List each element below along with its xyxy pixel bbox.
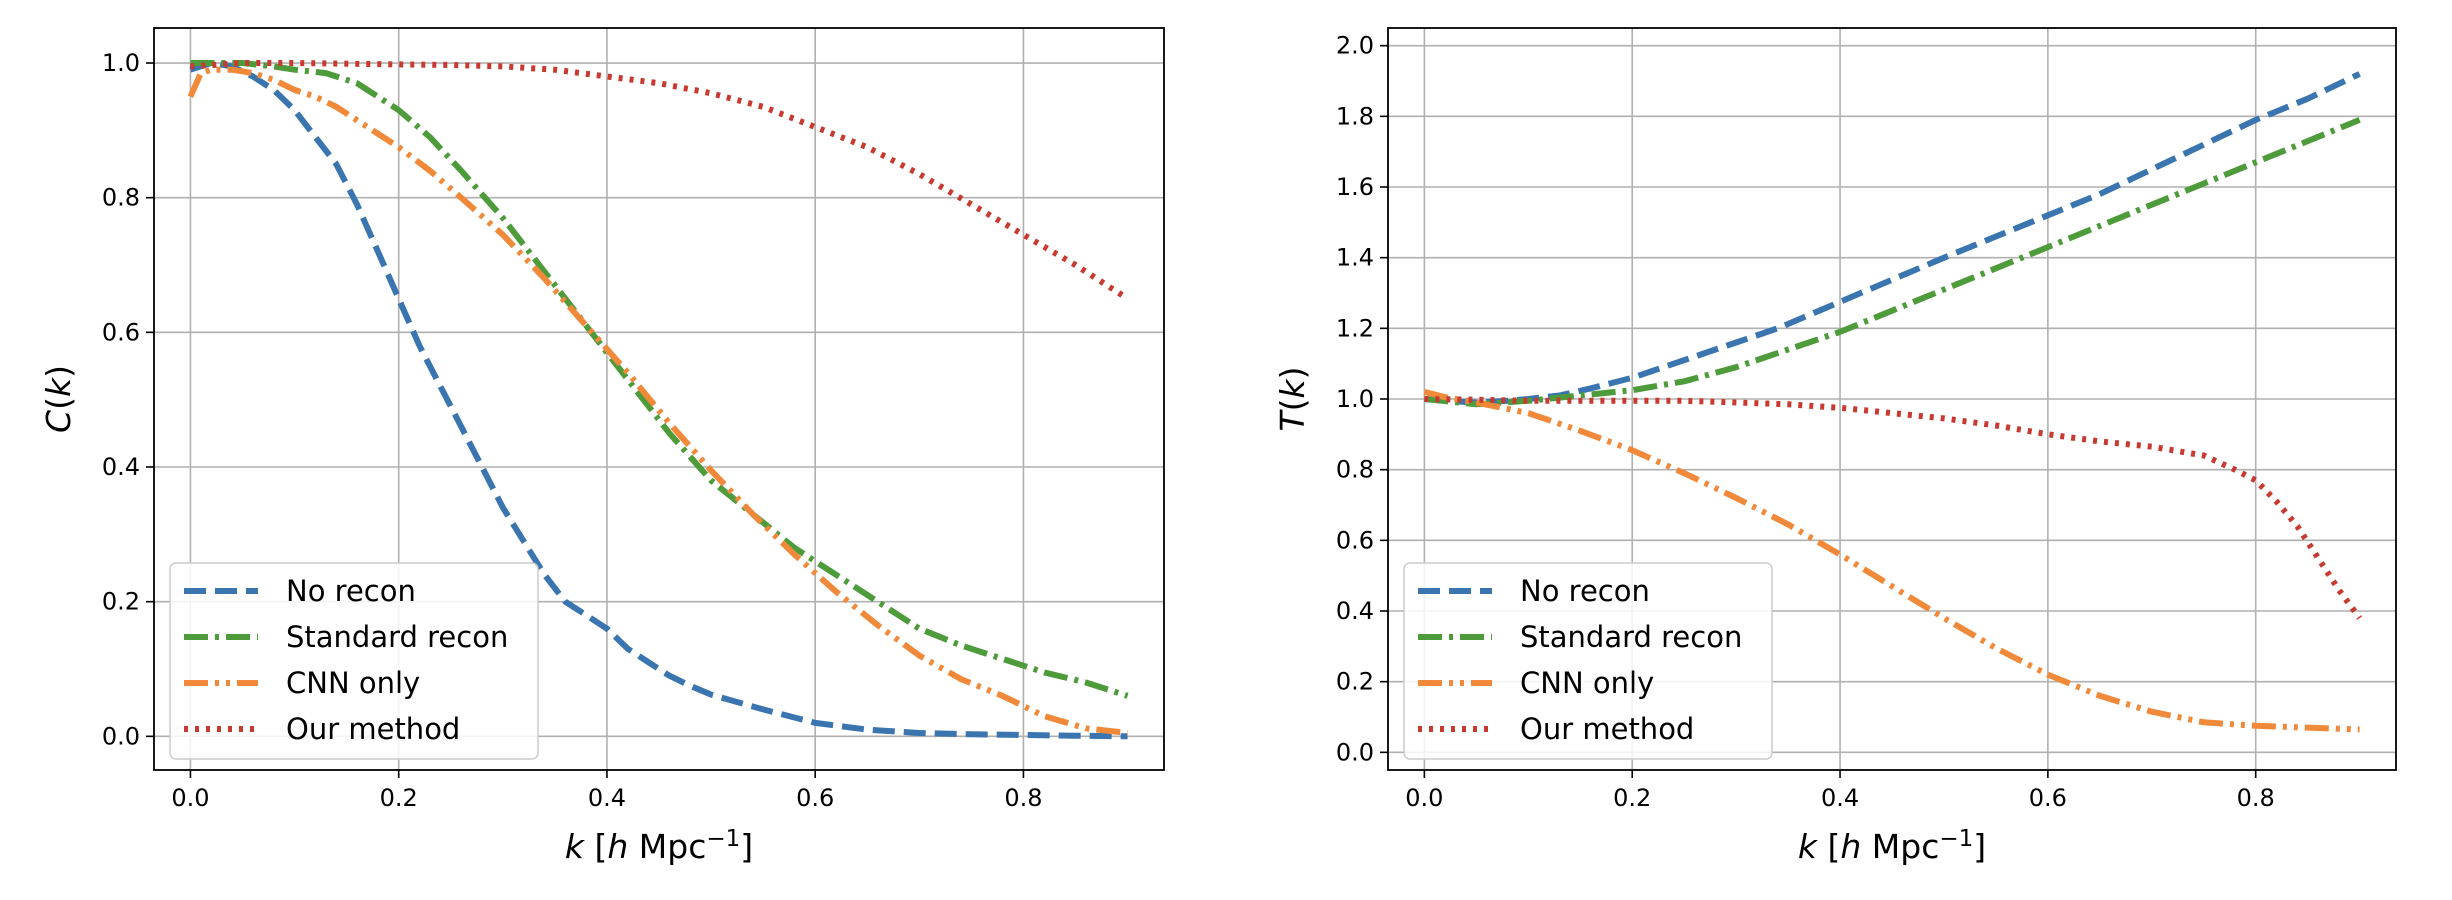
legend-label: No recon bbox=[286, 574, 416, 608]
y-axis-label-close: ) bbox=[1273, 366, 1312, 379]
y-tick-label: 0.8 bbox=[102, 184, 140, 212]
series-line-cnn-only bbox=[1423, 388, 2360, 733]
y-tick-label: 0.4 bbox=[1336, 597, 1374, 625]
y-tick-label: 0.0 bbox=[102, 722, 140, 750]
y-tick-label: 1.2 bbox=[1336, 314, 1374, 342]
y-axis-label-f: T bbox=[1273, 409, 1312, 432]
legend-item: CNN only bbox=[184, 666, 420, 700]
series-line-our-method bbox=[190, 60, 1130, 302]
chart-panel-right: 0.0 0.2 0.4 0.6 0.8 0.0 0.2 0.4 0.6 0.8 1.0 1.2 1.4 1… bbox=[1273, 27, 2397, 866]
x-axis-ticks: 0.0 0.2 0.4 0.6 0.8 bbox=[1405, 770, 2275, 812]
legend: No recon Standard recon CNN only Our method bbox=[169, 562, 539, 760]
y-tick-label: 0.6 bbox=[1336, 526, 1374, 554]
legend: No recon Standard recon CNN only Our method bbox=[1403, 562, 1773, 760]
legend-item: CNN only bbox=[1418, 666, 1654, 700]
legend-label: CNN only bbox=[286, 666, 420, 700]
y-tick-label: 1.0 bbox=[102, 49, 140, 77]
y-tick-label: 0.6 bbox=[102, 318, 140, 346]
legend-label: Our method bbox=[286, 712, 460, 746]
series-lines bbox=[187, 60, 1130, 740]
y-tick-label: 0.2 bbox=[1336, 668, 1374, 696]
legend-item: Standard recon bbox=[1418, 620, 1742, 654]
x-axis-ticks: 0.0 0.2 0.4 0.6 0.8 bbox=[171, 770, 1043, 812]
series-line-standard-recon bbox=[1424, 117, 2361, 408]
series-lines bbox=[1423, 71, 2363, 733]
x-axis-label-close: ] bbox=[1973, 827, 1986, 866]
series-line-no-recon bbox=[1424, 71, 2361, 406]
axes-frame bbox=[153, 27, 1165, 771]
x-axis-label-h: h bbox=[607, 827, 628, 866]
x-axis-label-unit: Mpc bbox=[628, 827, 706, 866]
x-axis-label-exponent: −1 bbox=[1939, 826, 1973, 852]
y-tick-label: 1.4 bbox=[1336, 244, 1374, 272]
legend-item: Our method bbox=[184, 712, 460, 746]
x-tick-label: 0.8 bbox=[1004, 784, 1042, 812]
x-axis-label-var: k bbox=[565, 827, 586, 866]
series-line-no-recon bbox=[189, 60, 1128, 740]
legend-label: Standard recon bbox=[1520, 620, 1742, 654]
y-axis-ticks: 0.0 0.2 0.4 0.6 0.8 1.0 bbox=[102, 49, 154, 750]
x-axis-label-var: k bbox=[1798, 827, 1819, 866]
x-tick-label: 0.4 bbox=[588, 784, 626, 812]
y-tick-label: 2.0 bbox=[1336, 32, 1374, 60]
legend-item: Standard recon bbox=[184, 620, 508, 654]
y-axis-label-f: C bbox=[39, 410, 78, 433]
legend-box bbox=[1403, 562, 1773, 760]
x-axis-label-open: [ bbox=[584, 827, 607, 866]
x-tick-label: 0.8 bbox=[2237, 784, 2275, 812]
x-axis-label-open: [ bbox=[1817, 827, 1840, 866]
legend-item: No recon bbox=[184, 574, 416, 608]
y-axis-label-open: ( bbox=[39, 397, 78, 410]
legend-box bbox=[169, 562, 539, 760]
x-axis-label-close: ] bbox=[740, 827, 753, 866]
y-axis-label-var: k bbox=[1273, 377, 1312, 398]
legend-label: Standard recon bbox=[286, 620, 508, 654]
y-tick-label: 1.6 bbox=[1336, 173, 1374, 201]
x-axis-label-exponent: −1 bbox=[706, 826, 740, 852]
legend-item: No recon bbox=[1418, 574, 1650, 608]
legend-item: Our method bbox=[1418, 712, 1694, 746]
y-tick-label: 1.0 bbox=[1336, 385, 1374, 413]
x-tick-label: 0.4 bbox=[1821, 784, 1859, 812]
x-axis-label-h: h bbox=[1840, 827, 1861, 866]
legend-label: CNN only bbox=[1520, 666, 1654, 700]
y-axis-ticks: 0.0 0.2 0.4 0.6 0.8 1.0 1.2 1.4 1.6 1.8 2.0 bbox=[1336, 32, 1388, 766]
y-axis-label: C(k) bbox=[39, 365, 78, 433]
x-axis-label: k [h Mpc−1] bbox=[565, 826, 753, 866]
legend-label: No recon bbox=[1520, 574, 1650, 608]
series-line-standard-recon bbox=[190, 60, 1129, 699]
legend-label: Our method bbox=[1520, 712, 1694, 746]
y-axis-label-close: ) bbox=[39, 365, 78, 378]
x-tick-label: 0.2 bbox=[1613, 784, 1651, 812]
y-axis-label-var: k bbox=[39, 376, 78, 397]
series-line-cnn-only bbox=[187, 66, 1128, 736]
y-tick-label: 0.8 bbox=[1336, 456, 1374, 484]
y-axis-label: T(k) bbox=[1273, 366, 1312, 431]
y-tick-label: 0.4 bbox=[102, 453, 140, 481]
x-axis-label: k [h Mpc−1] bbox=[1798, 826, 1986, 866]
x-tick-label: 0.0 bbox=[171, 784, 209, 812]
series-line-our-method bbox=[1424, 396, 2363, 620]
y-tick-label: 1.8 bbox=[1336, 102, 1374, 130]
x-tick-label: 0.2 bbox=[380, 784, 418, 812]
chart-panel-left: 0.0 0.2 0.4 0.6 0.8 0.0 0.2 0.4 0.6 0.8 1.0 k [h Mp… bbox=[39, 27, 1165, 866]
y-tick-label: 0.2 bbox=[102, 588, 140, 616]
x-tick-label: 0.0 bbox=[1405, 784, 1443, 812]
y-tick-label: 0.0 bbox=[1336, 738, 1374, 766]
y-axis-label-open: ( bbox=[1273, 398, 1312, 411]
x-axis-label-unit: Mpc bbox=[1861, 827, 1939, 866]
x-tick-label: 0.6 bbox=[2029, 784, 2067, 812]
x-tick-label: 0.6 bbox=[796, 784, 834, 812]
